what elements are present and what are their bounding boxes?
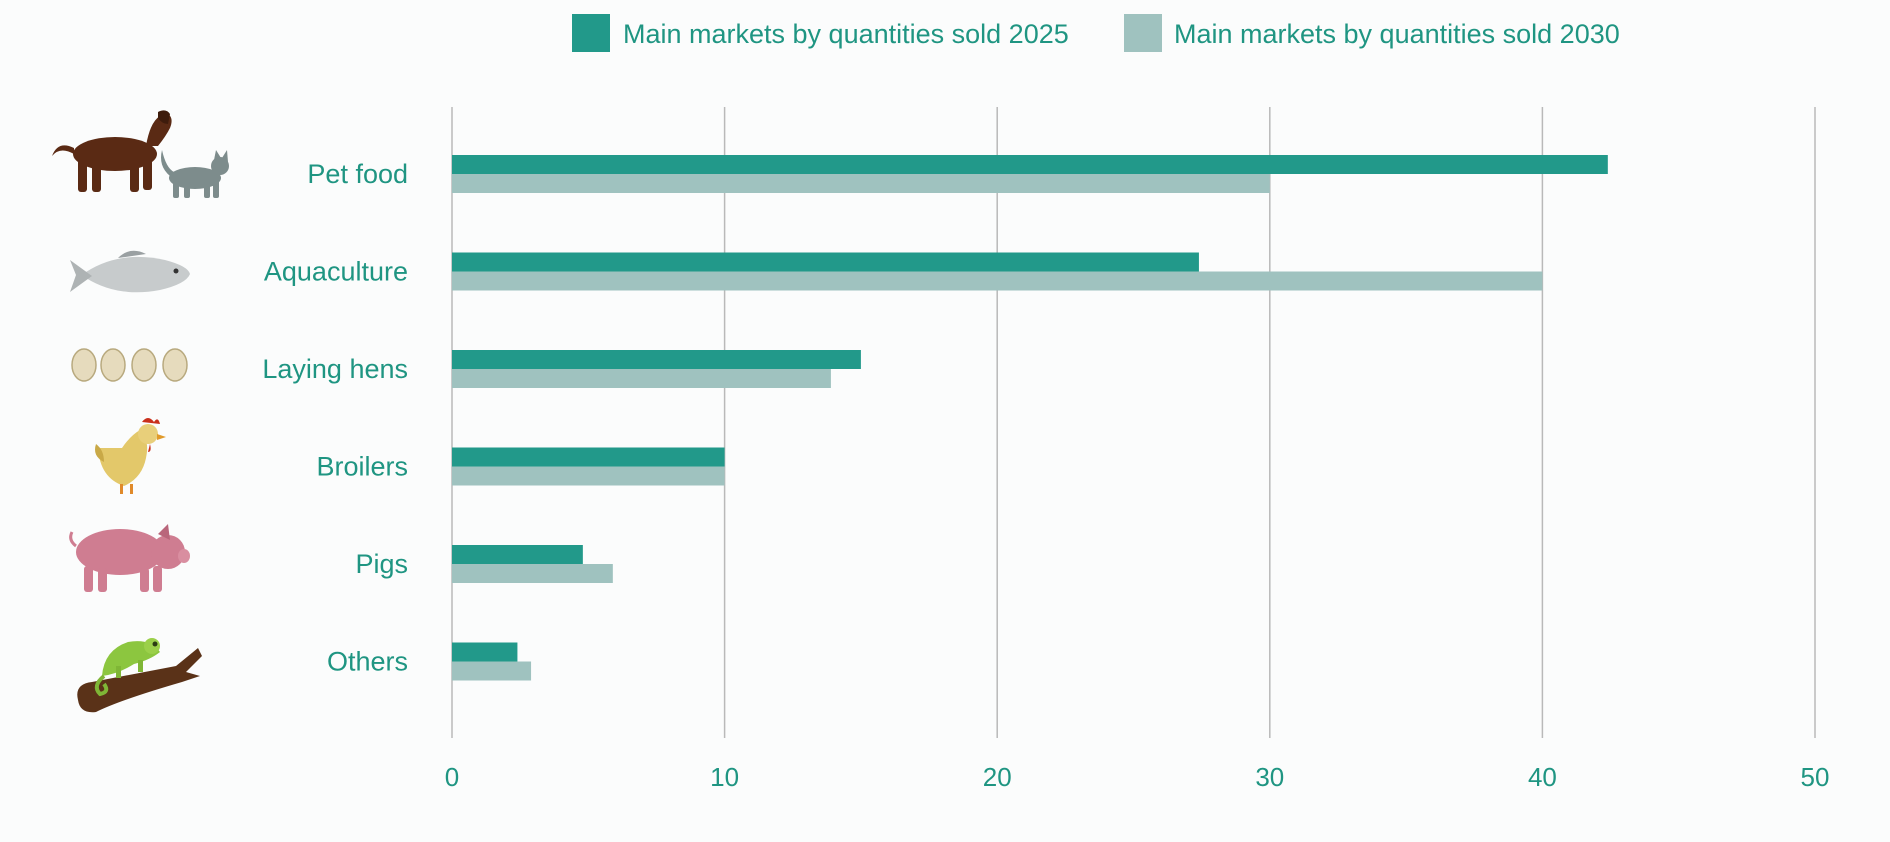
category-label: Laying hens [262,354,408,384]
category-label: Pigs [355,549,408,579]
bar-2030-aquaculture [452,271,1543,291]
bar-2030-broilers [452,466,725,486]
bar-2030-pet-food [452,174,1270,193]
legend: Main markets by quantities sold 2025 Mai… [572,14,1620,52]
bar-2030-others [452,661,532,681]
bar-2025-pigs [452,545,583,564]
eggs-icon [71,348,188,382]
dog-and-cat-icon [52,110,229,198]
x-tick-label: 10 [710,762,739,792]
chicken-icon [95,418,166,494]
bar-2025-others [452,642,518,662]
bar-2030-pigs [452,564,613,583]
legend-label-2030: Main markets by quantities sold 2030 [1174,19,1620,49]
category-label: Aquaculture [264,257,408,287]
category-label: Others [327,647,408,677]
category-label: Broilers [316,452,408,482]
x-tick-label: 40 [1528,762,1557,792]
bar-2025-aquaculture [452,252,1199,272]
fish-icon [70,250,190,293]
pig-icon [69,524,190,592]
bar-2030-laying-hens [452,369,831,388]
x-tick-label: 0 [445,762,459,792]
bar-2025-laying-hens [452,350,861,369]
chameleon-on-branch-icon [77,638,202,713]
x-axis-ticks: 0 10 20 30 40 50 [445,762,1830,792]
legend-label-2025: Main markets by quantities sold 2025 [623,19,1069,49]
category-label: Pet food [307,159,408,189]
gridlines [451,107,1816,738]
category-labels: Pet food Aquaculture Laying hens Broilers Pi… [262,159,408,677]
legend-swatch-2025 [572,14,610,52]
x-tick-label: 20 [983,762,1012,792]
x-tick-label: 50 [1801,762,1830,792]
legend-swatch-2030 [1124,14,1162,52]
bar-2025-pet-food [452,155,1608,174]
bars [452,155,1608,681]
x-tick-label: 30 [1255,762,1284,792]
bar-2025-broilers [452,447,725,467]
